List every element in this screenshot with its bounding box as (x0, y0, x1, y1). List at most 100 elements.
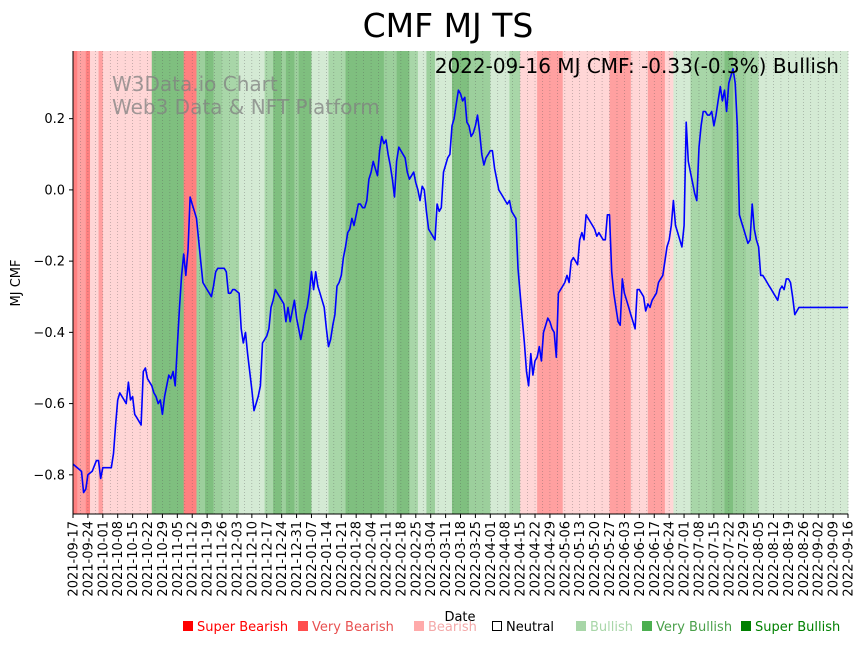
x-tick-label: 2022-04-29 (543, 521, 558, 597)
x-tick-label: 2022-02-18 (394, 521, 409, 597)
regime-band (98, 51, 104, 514)
regime-band (183, 51, 197, 514)
vertical-grid-lines (72, 51, 849, 514)
legend-item: Very Bearish (298, 620, 394, 635)
x-tick-label: 2022-01-21 (335, 521, 350, 597)
regime-band (711, 51, 725, 514)
legend-swatch (414, 621, 424, 631)
regime-band (281, 51, 287, 514)
y-tick-label: −0.2 (33, 255, 65, 270)
regime-band (690, 51, 713, 514)
cmf-line (72, 68, 848, 494)
x-tick-label: 2022-03-18 (454, 521, 469, 597)
x-tick-label: 2021-11-19 (201, 521, 216, 597)
x-tick-label: 2021-11-05 (171, 521, 186, 597)
regime-band (383, 51, 397, 514)
watermark-line-2: Web3 Data & NFT Platform (112, 95, 380, 119)
x-tick-label: 2022-04-08 (499, 521, 514, 597)
regime-band (311, 51, 329, 514)
x-tick-label: 2022-06-17 (648, 521, 663, 597)
legend-item: Bearish (414, 620, 477, 635)
x-tick-label: 2022-04-15 (514, 521, 529, 597)
regime-band (90, 51, 99, 514)
regime-band (196, 51, 206, 514)
x-tick-label: 2022-09-16 (842, 521, 857, 597)
legend-item: Super Bearish (183, 620, 288, 635)
x-tick-label: 2022-01-28 (350, 521, 365, 597)
x-tick-label: 2021-12-31 (290, 521, 305, 597)
regime-band (549, 51, 563, 514)
regime-band (417, 51, 427, 514)
regime-band (298, 51, 312, 514)
watermark-line-1: W3Data.io Chart (112, 72, 278, 96)
regime-band (622, 51, 632, 514)
legend-label: Bearish (428, 620, 477, 635)
x-tick-label: 2022-04-01 (484, 521, 499, 597)
regime-band (469, 51, 491, 514)
axes: −0.8 −0.6 −0.4 −0.2 0.0 0.2 2021-09-17 2021-09-… (33, 51, 857, 597)
x-axis-label: Date (444, 610, 475, 625)
x-tick-label: 2022-08-26 (797, 521, 812, 597)
regime-band (509, 51, 521, 514)
regime-band (273, 51, 282, 514)
x-tick-label: 2021-10-15 (126, 521, 141, 597)
x-tick-label: 2022-09-09 (827, 521, 842, 597)
x-tick-label: 2022-06-03 (618, 521, 633, 597)
regime-band (537, 51, 551, 514)
regime-band (647, 51, 666, 514)
x-tick-label: 2022-05-27 (603, 521, 618, 597)
regime-band (490, 51, 510, 514)
legend-label: Very Bullish (656, 620, 733, 635)
x-tick-label: 2021-09-17 (67, 521, 82, 597)
regime-band (102, 51, 153, 514)
x-tick-label: 2022-04-22 (529, 521, 544, 597)
x-tick-label: 2022-02-04 (365, 521, 380, 597)
regime-band (396, 51, 410, 514)
x-tick-label: 2021-12-24 (275, 521, 290, 597)
x-tick-label: 2021-12-03 (230, 521, 245, 597)
regime-band (733, 51, 747, 514)
x-tick-label: 2022-03-04 (424, 521, 439, 597)
y-tick-label: −0.8 (33, 468, 65, 483)
x-tick-label: 2022-03-25 (469, 521, 484, 597)
y-tick-label: 0.2 (44, 112, 65, 127)
regime-band (213, 51, 223, 514)
latest-value-annotation: 2022-09-16 MJ CMF: -0.33(-0.3%) Bullish (435, 54, 839, 78)
legend-swatch (576, 621, 586, 631)
x-tick-label: 2022-09-02 (812, 521, 827, 597)
x-tick-label: 2022-08-05 (752, 521, 767, 597)
x-tick-label: 2022-08-12 (767, 521, 782, 597)
x-tick-label: 2022-03-11 (439, 521, 454, 597)
x-tick-label: 2022-02-25 (409, 521, 424, 597)
x-tick-label: 2022-07-22 (722, 521, 737, 597)
regime-band (328, 51, 346, 514)
regime-band (151, 51, 185, 514)
x-tick-label: 2021-09-24 (81, 521, 96, 597)
x-tick-label: 2022-05-20 (588, 521, 603, 597)
legend-item: Super Bullish (741, 620, 840, 635)
regime-band (222, 51, 240, 514)
x-tick-label: 2021-10-01 (96, 521, 111, 597)
y-tick-label: −0.4 (33, 326, 65, 341)
x-tick-label: 2022-06-10 (633, 521, 648, 597)
x-tick-label: 2022-05-13 (573, 521, 588, 597)
legend-label: Super Bullish (755, 620, 841, 635)
legend-item: Neutral (492, 620, 554, 635)
regime-band (285, 51, 295, 514)
regime-band (205, 51, 214, 514)
legend-item: Very Bullish (642, 620, 732, 635)
regime-band (264, 51, 274, 514)
x-tick-label: 2022-07-15 (707, 521, 722, 597)
regime-band (434, 51, 453, 514)
legend: Super Bearish Very Bearish Bearish Neutral B… (0, 620, 864, 640)
regime-band (609, 51, 623, 514)
legend-label: Super Bearish (197, 620, 289, 635)
x-tick-label: 2022-07-01 (678, 521, 693, 597)
x-tick-label: 2021-10-22 (141, 521, 156, 597)
regime-band (73, 51, 78, 514)
legend-item: Bullish (576, 620, 633, 635)
x-tick-label: 2022-01-07 (305, 521, 320, 597)
x-tick-label: 2022-01-14 (320, 521, 335, 597)
y-axis-label: MJ CMF (9, 260, 24, 307)
